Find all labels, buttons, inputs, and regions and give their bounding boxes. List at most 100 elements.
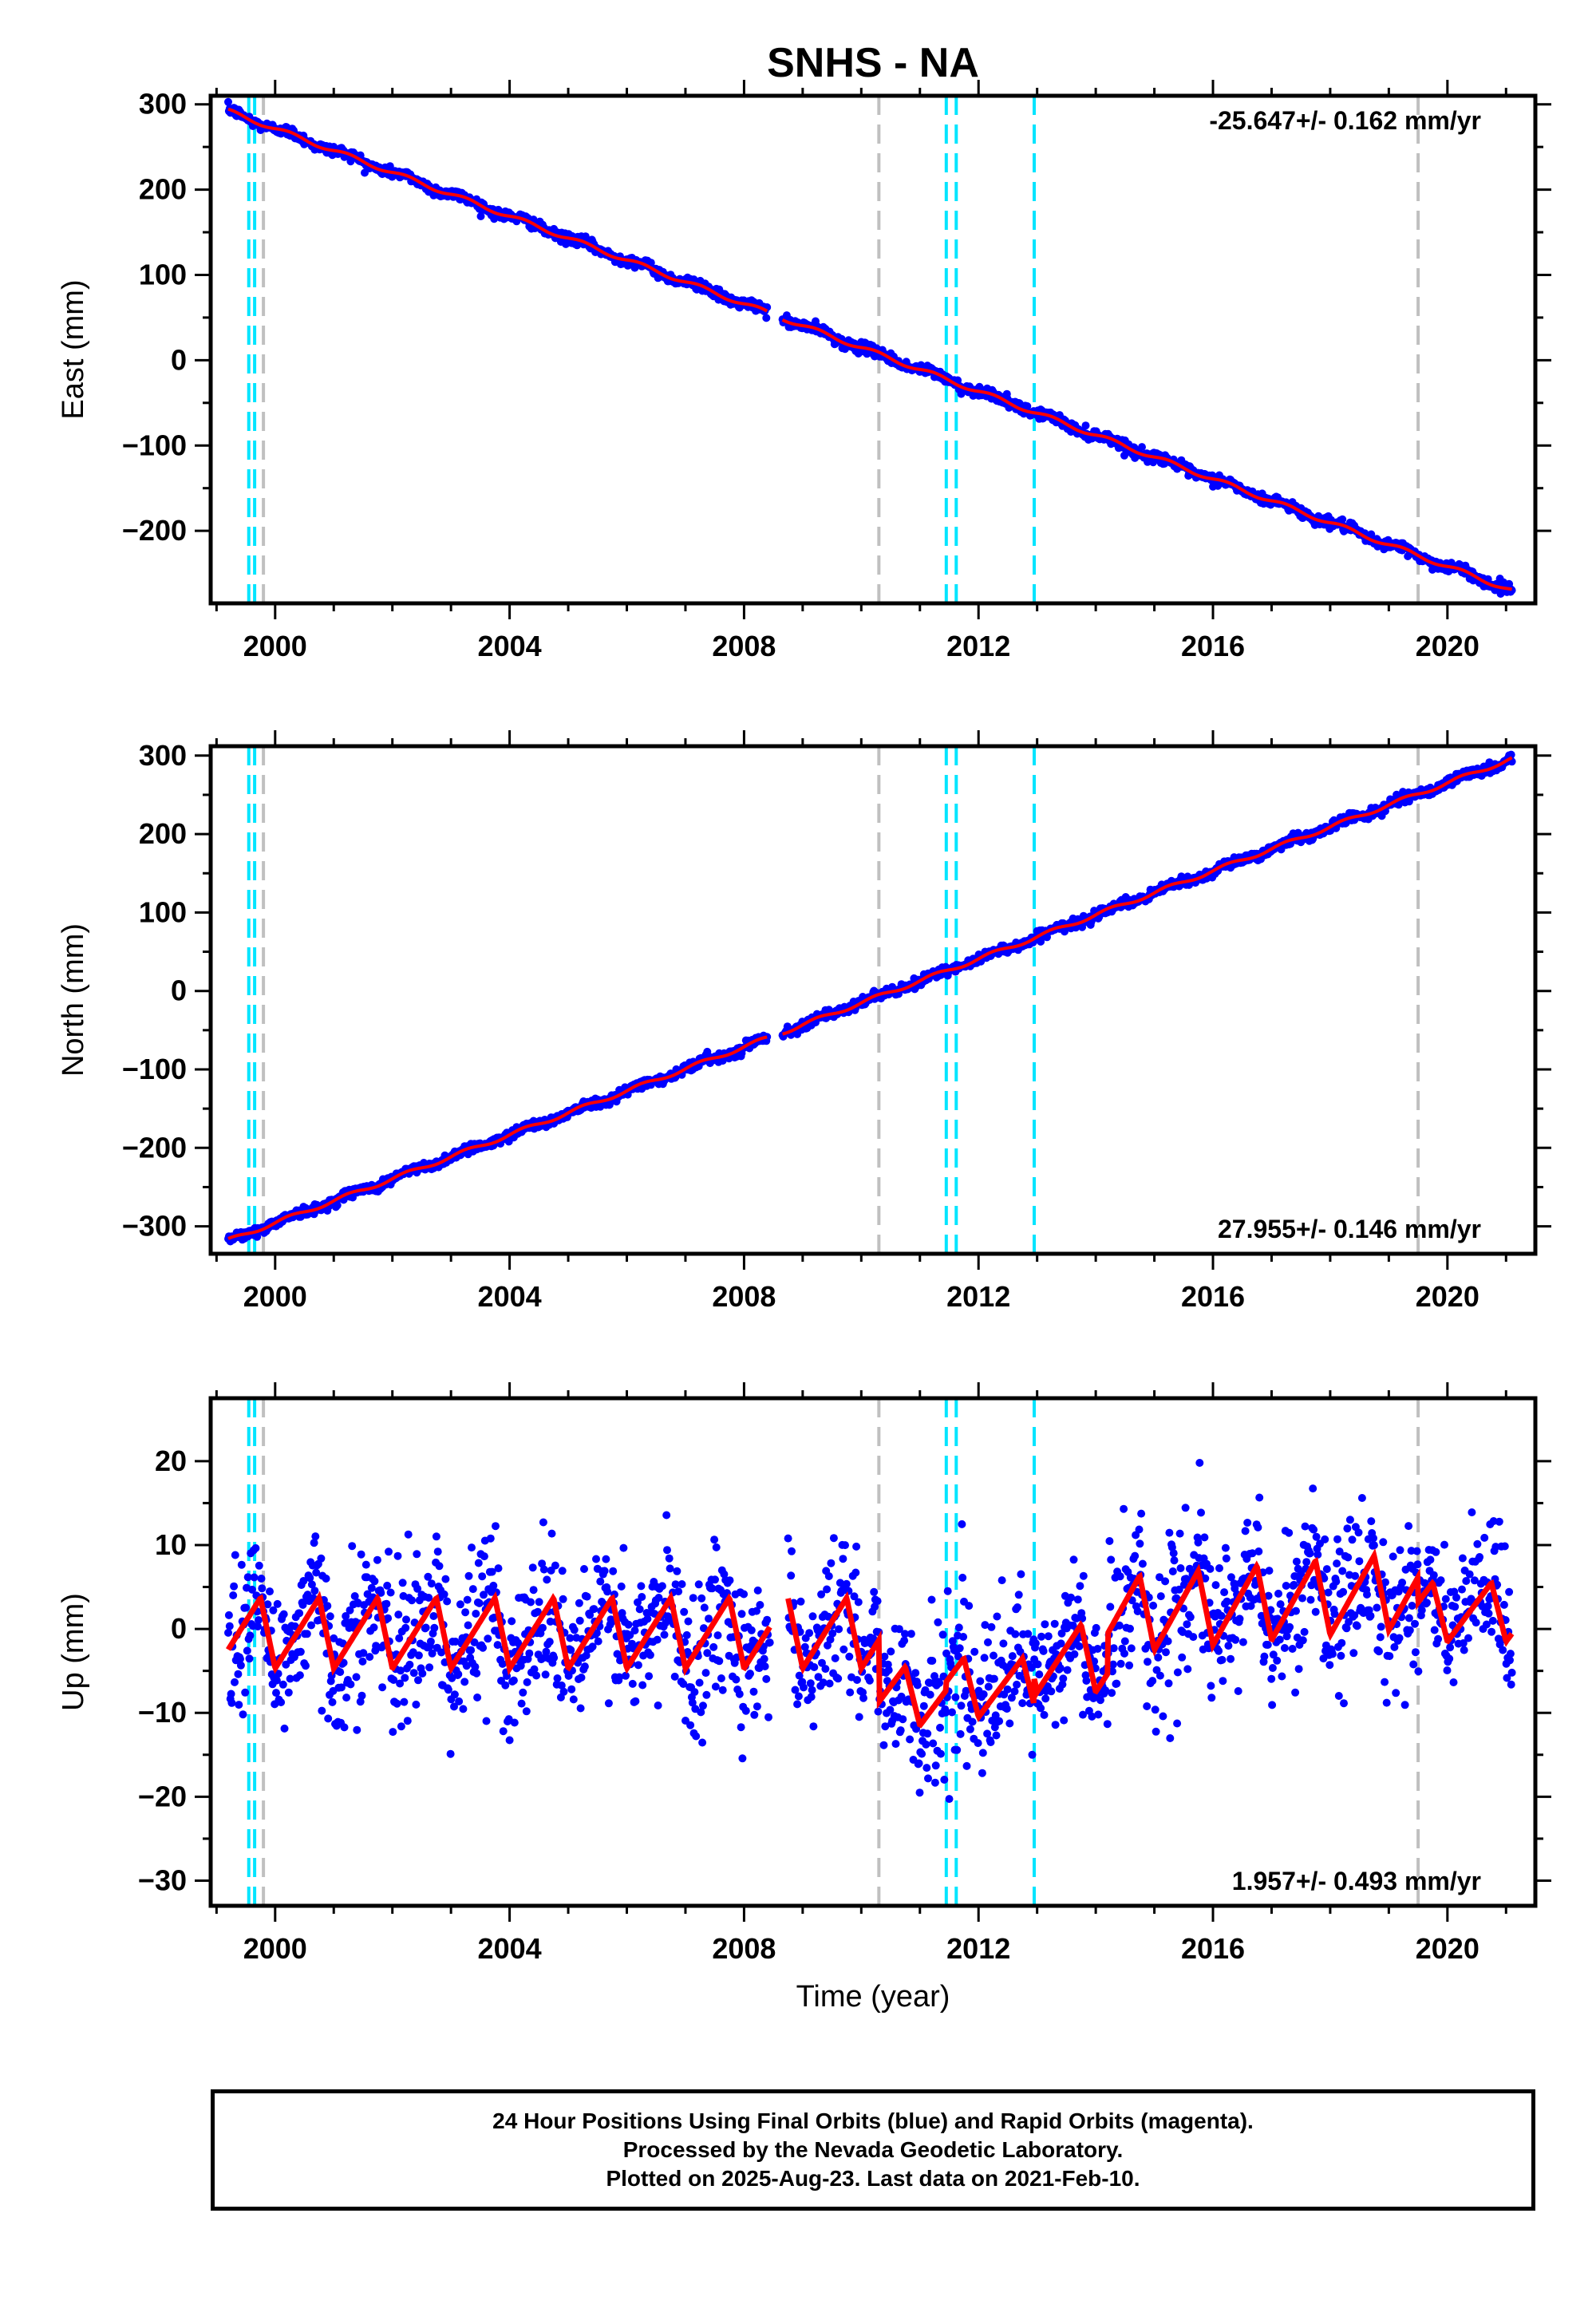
data-point xyxy=(545,1638,554,1646)
data-point xyxy=(510,1718,519,1727)
data-point xyxy=(974,1739,982,1748)
data-point xyxy=(255,1561,263,1570)
data-point xyxy=(385,1547,393,1556)
data-point xyxy=(542,1647,551,1656)
data-point xyxy=(954,1623,963,1632)
data-point xyxy=(986,1738,995,1746)
data-point xyxy=(426,1637,435,1646)
data-point xyxy=(523,1678,531,1686)
data-point xyxy=(224,97,232,106)
data-point xyxy=(386,1588,395,1597)
data-point xyxy=(746,1670,754,1678)
data-point xyxy=(859,1694,867,1702)
data-point xyxy=(486,1534,495,1543)
data-point xyxy=(456,1600,464,1609)
data-point xyxy=(517,1699,526,1708)
data-point xyxy=(402,1615,410,1624)
data-point xyxy=(509,1676,518,1685)
data-point xyxy=(266,1587,274,1596)
data-point xyxy=(479,1643,488,1652)
data-point xyxy=(936,1749,945,1758)
data-point xyxy=(460,1678,469,1686)
x-tick-label: 2012 xyxy=(946,1280,1010,1313)
data-point xyxy=(454,1670,463,1678)
data-point xyxy=(590,1605,598,1614)
data-point xyxy=(951,1693,960,1701)
data-point xyxy=(570,1626,579,1634)
data-point xyxy=(805,1629,814,1638)
data-point xyxy=(645,1672,654,1681)
data-point xyxy=(418,1669,427,1678)
data-point xyxy=(528,1563,537,1572)
data-point xyxy=(928,1657,937,1665)
data-point xyxy=(794,1692,803,1701)
data-point xyxy=(653,1635,662,1644)
data-point xyxy=(389,1728,397,1737)
data-point xyxy=(760,1662,769,1670)
data-point xyxy=(378,1683,387,1692)
data-point xyxy=(596,1577,605,1586)
data-point xyxy=(1005,1719,1014,1728)
data-point xyxy=(740,1590,749,1599)
data-point xyxy=(408,1596,417,1605)
data-point xyxy=(429,1612,438,1620)
data-point xyxy=(558,1567,567,1575)
data-point xyxy=(936,1723,944,1732)
data-point xyxy=(660,1630,669,1639)
data-point xyxy=(394,1611,403,1619)
data-point xyxy=(658,1582,666,1591)
data-point xyxy=(251,1543,260,1552)
data-point xyxy=(763,1615,772,1624)
data-point xyxy=(924,1774,932,1783)
data-point xyxy=(577,1674,586,1682)
data-point xyxy=(1040,1710,1049,1719)
data-point xyxy=(342,1694,351,1702)
data-point xyxy=(225,1622,234,1630)
data-point xyxy=(911,1669,920,1678)
data-point xyxy=(968,1717,977,1726)
data-point xyxy=(800,1683,808,1692)
data-point xyxy=(831,1654,839,1662)
data-point xyxy=(1063,1666,1072,1674)
data-point xyxy=(522,1707,531,1716)
data-point xyxy=(990,1651,998,1660)
data-point xyxy=(834,1674,843,1683)
data-point xyxy=(1017,1570,1025,1579)
data-point xyxy=(346,1680,355,1689)
data-point xyxy=(702,1690,711,1699)
data-point xyxy=(978,1769,986,1777)
data-point xyxy=(604,1699,613,1708)
data-point xyxy=(580,1565,588,1573)
data-point xyxy=(461,1608,470,1617)
data-point xyxy=(962,1761,971,1770)
data-point xyxy=(753,1702,761,1711)
data-point xyxy=(929,1739,938,1748)
data-point xyxy=(357,1550,365,1559)
data-point xyxy=(224,1611,233,1619)
data-point xyxy=(788,1547,796,1555)
data-point xyxy=(753,1586,762,1595)
data-point xyxy=(295,1671,304,1680)
data-point xyxy=(990,1674,998,1683)
data-point xyxy=(412,1700,421,1709)
data-point xyxy=(851,1568,860,1577)
y-tick-label: −300 xyxy=(122,1210,187,1243)
data-point xyxy=(635,1605,644,1614)
data-point xyxy=(698,1738,707,1747)
data-point xyxy=(930,1778,939,1787)
data-point xyxy=(970,1647,979,1656)
data-point xyxy=(913,1681,922,1690)
data-point xyxy=(440,1590,448,1599)
data-point xyxy=(246,1631,255,1640)
data-point xyxy=(873,1597,882,1606)
data-point xyxy=(476,212,485,220)
data-point xyxy=(796,1597,805,1606)
data-point xyxy=(1033,1660,1042,1669)
data-point xyxy=(421,1623,430,1632)
data-point xyxy=(839,1555,847,1563)
data-point xyxy=(631,1697,640,1705)
panel-east: 2000 2004 2008 2012 2016 20203002001000−100−2… xyxy=(57,80,1551,662)
y-tick-label: 300 xyxy=(139,739,187,772)
data-point xyxy=(638,1681,647,1690)
data-point xyxy=(369,1623,378,1632)
